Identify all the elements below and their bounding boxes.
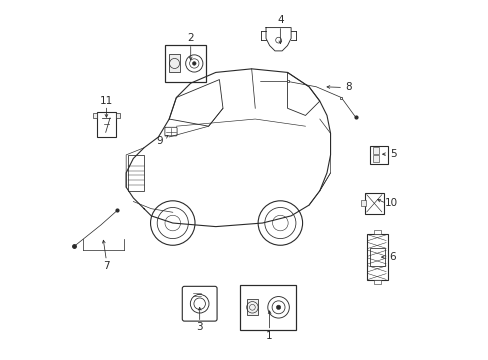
Text: 4: 4 [277, 15, 283, 26]
Bar [246, 300, 257, 315]
Text: 11: 11 [100, 96, 113, 106]
Bar [373, 230, 380, 234]
Text: 10: 10 [384, 198, 397, 208]
Text: 6: 6 [388, 252, 395, 262]
Bar [369, 146, 387, 164]
Bar [96, 112, 116, 137]
FancyBboxPatch shape [182, 286, 217, 321]
Bar [164, 45, 205, 82]
Bar [369, 248, 384, 266]
Bar [361, 201, 365, 206]
Bar [128, 155, 144, 191]
Bar [373, 280, 380, 284]
Circle shape [192, 62, 196, 65]
Text: 8: 8 [345, 82, 351, 93]
Bar [372, 147, 378, 154]
Text: 7: 7 [103, 261, 109, 271]
Bar [240, 285, 295, 330]
Circle shape [276, 305, 280, 310]
Text: 2: 2 [187, 33, 194, 43]
Bar [115, 113, 120, 118]
Bar [372, 154, 378, 162]
Text: 9: 9 [156, 136, 163, 145]
Bar [364, 193, 383, 214]
Bar [165, 129, 176, 135]
Text: 1: 1 [266, 331, 272, 341]
Bar [366, 234, 387, 280]
FancyBboxPatch shape [164, 127, 177, 136]
Text: 5: 5 [389, 149, 396, 159]
Bar [93, 113, 97, 118]
Text: 3: 3 [196, 322, 203, 332]
Bar [169, 54, 180, 72]
